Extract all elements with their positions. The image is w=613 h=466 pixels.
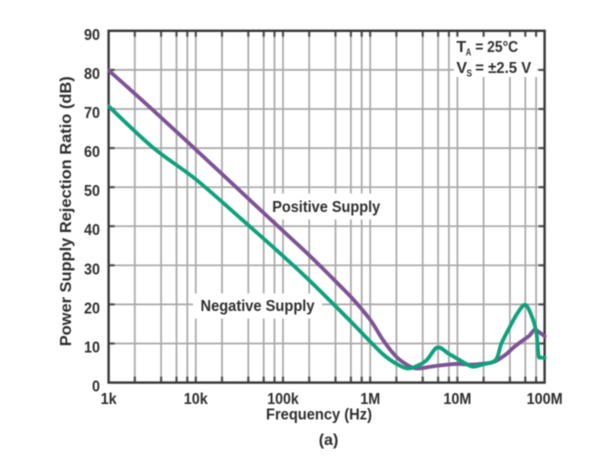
svg-text:10M: 10M bbox=[443, 391, 471, 408]
svg-text:70: 70 bbox=[84, 105, 100, 122]
svg-text:T: T bbox=[456, 39, 466, 56]
svg-text:= 25°C: = 25°C bbox=[475, 39, 518, 56]
svg-text:A: A bbox=[466, 48, 472, 59]
svg-text:1k: 1k bbox=[101, 391, 117, 408]
svg-text:Positive Supply: Positive Supply bbox=[272, 199, 380, 216]
svg-text:= ±2.5 V: = ±2.5 V bbox=[475, 60, 531, 77]
svg-text:Negative Supply: Negative Supply bbox=[201, 298, 315, 315]
svg-text:1M: 1M bbox=[360, 391, 380, 408]
svg-text:90: 90 bbox=[84, 27, 100, 44]
svg-text:30: 30 bbox=[84, 261, 100, 278]
svg-text:20: 20 bbox=[84, 300, 100, 317]
svg-text:10: 10 bbox=[84, 340, 100, 357]
svg-text:100k: 100k bbox=[267, 391, 299, 408]
svg-text:Frequency (Hz): Frequency (Hz) bbox=[266, 407, 372, 424]
svg-text:50: 50 bbox=[84, 183, 100, 200]
svg-text:60: 60 bbox=[84, 144, 100, 161]
svg-text:V: V bbox=[456, 60, 467, 77]
svg-text:40: 40 bbox=[84, 222, 100, 239]
svg-text:80: 80 bbox=[84, 66, 100, 83]
svg-text:S: S bbox=[467, 69, 473, 80]
svg-text:0: 0 bbox=[92, 379, 100, 396]
svg-text:Power Supply Rejection Ratio (: Power Supply Rejection Ratio (dB) bbox=[58, 76, 75, 346]
svg-text:(a): (a) bbox=[319, 432, 339, 449]
svg-text:10k: 10k bbox=[184, 391, 208, 408]
svg-text:100M: 100M bbox=[527, 391, 563, 408]
